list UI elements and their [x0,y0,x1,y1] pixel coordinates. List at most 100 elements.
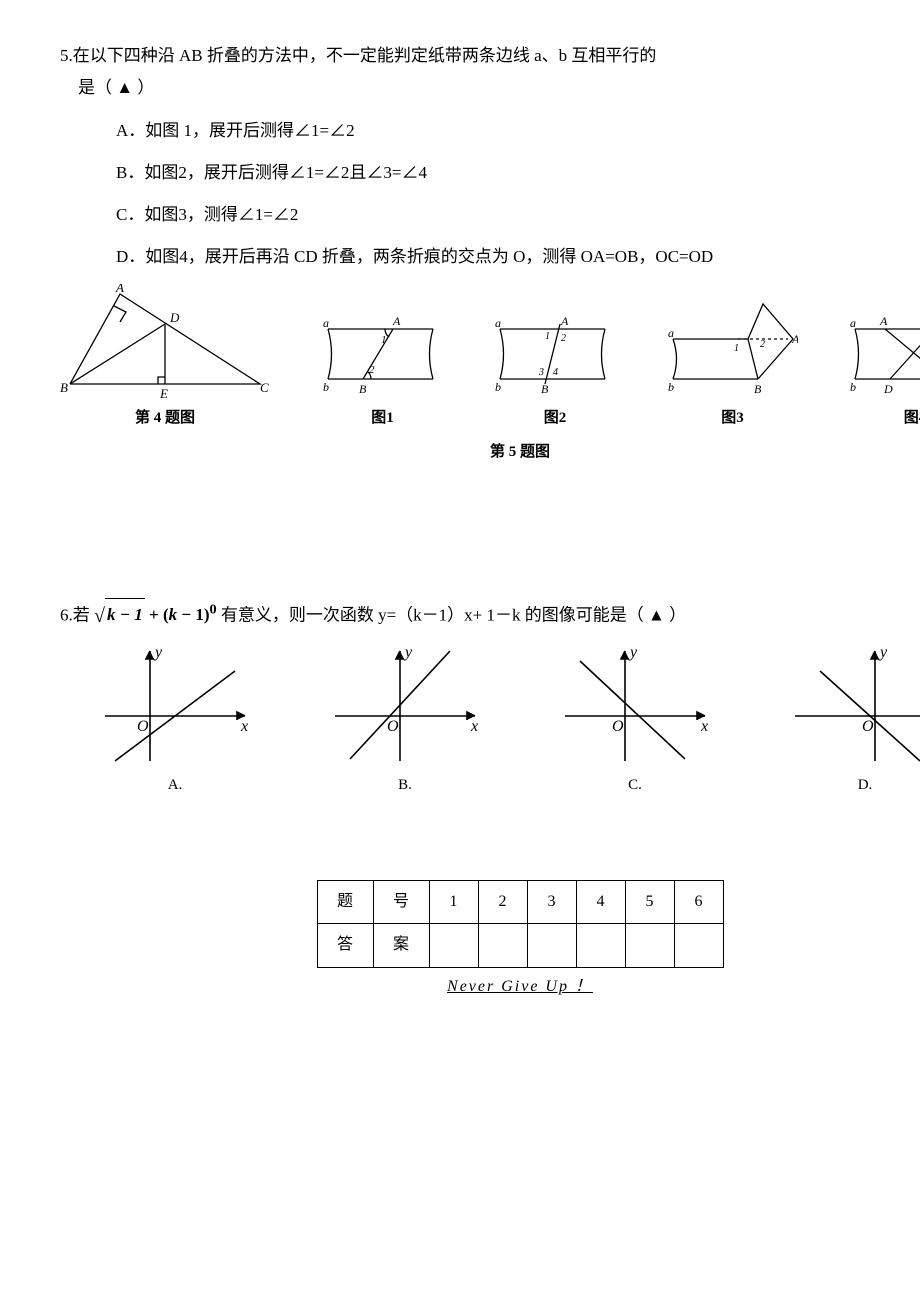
svg-text:D: D [883,382,893,396]
svg-text:A: A [115,284,124,295]
svg-text:1: 1 [734,343,739,354]
svg-text:O: O [387,718,399,735]
linear-graph-a-icon: y O x [95,641,255,771]
question-6: 6.若 √k − 1 + (k − 1)0 有意义，则一次函数 y=（k－1）x… [60,597,920,800]
q6-opt-c-label: C. [628,771,642,800]
svg-text:a: a [850,316,856,330]
svg-text:3: 3 [538,367,544,378]
head-label-1: 题 [317,880,373,923]
svg-text:C: C [260,380,269,395]
svg-text:b: b [668,380,674,394]
head-label-2: 号 [373,880,429,923]
ans-cell [674,924,723,967]
q6-opt-a-label: A. [168,771,183,800]
spacer [60,507,920,597]
svg-text:D: D [169,310,180,325]
ans-cell [429,924,478,967]
q5-figure-4: a b A C D B O 图4 [850,309,920,433]
svg-text:A: A [879,314,888,328]
q6-graph-d: y O x D. [785,641,920,800]
svg-text:1: 1 [381,334,387,346]
q6-graph-b: y O x B. [325,641,485,800]
q5-fig3-caption: 图3 [721,404,744,433]
svg-text:B: B [754,382,762,396]
svg-text:O: O [862,718,874,735]
col-3: 3 [527,880,576,923]
fold-figure-2-icon: a b A B 1 2 3 4 [495,309,615,404]
linear-graph-b-icon: y O x [325,641,485,771]
svg-text:x: x [240,718,248,735]
fold-figure-1-icon: a b A B 1 2 [323,309,443,404]
q5-option-b: B．如图2，展开后测得∠1=∠2且∠3=∠4 [60,157,920,189]
svg-text:2: 2 [561,333,566,344]
ans-label-1: 答 [317,924,373,967]
ans-cell [527,924,576,967]
q5-figures-caption: 第 5 题图 [60,438,920,467]
svg-text:x: x [700,718,708,735]
svg-text:B: B [541,382,549,396]
svg-text:4: 4 [553,367,558,378]
q4-figure: A B C D E 第 4 题图 [60,284,270,433]
q6-graph-c: y O x C. [555,641,715,800]
q6-opt-d-label: D. [858,771,873,800]
svg-text:2: 2 [760,339,765,350]
q5-stem-line1: 5.在以下四种沿 AB 折叠的方法中，不一定能判定纸带两条边线 a、b 互相平行… [60,40,920,72]
fold-figure-3-icon: a b A B 1 2 [668,299,798,404]
q5-figure-1: a b A B 1 2 图1 [323,309,443,433]
q5-figure-2: a b A B 1 2 3 4 图2 [495,309,615,433]
svg-text:B: B [359,382,367,396]
triangle-diagram-icon: A B C D E [60,284,270,404]
answer-table: 题 号 1 2 3 4 5 6 答 案 [317,880,724,968]
svg-text:1: 1 [545,331,550,342]
q6-graph-a: y O x A. [95,641,255,800]
q6-stem: 6.若 √k − 1 + (k − 1)0 有意义，则一次函数 y=（k－1）x… [60,597,920,636]
svg-text:y: y [153,644,163,661]
svg-text:A: A [791,332,798,346]
svg-text:y: y [878,644,888,661]
q6-graph-row: y O x A. y O x B. [60,641,920,800]
svg-text:E: E [159,386,168,401]
q6-formula: √k − 1 + (k − 1)0 [94,605,221,624]
q5-stem-line2: 是（ ▲ ） [60,72,920,104]
ans-label-2: 案 [373,924,429,967]
table-row: 题 号 1 2 3 4 5 6 [317,880,723,923]
q5-option-d: D．如图4，展开后再沿 CD 折叠，两条折痕的交点为 O，测得 OA=OB，OC… [60,241,920,273]
q6-opt-b-label: B. [398,771,412,800]
q5-option-c: C．如图3，测得∠1=∠2 [60,199,920,231]
svg-text:b: b [850,380,856,394]
svg-text:A: A [392,314,401,328]
ans-cell [576,924,625,967]
q4-figure-caption: 第 4 题图 [135,404,195,433]
linear-graph-c-icon: y O x [555,641,715,771]
q6-stem-prefix: 6.若 [60,605,90,624]
svg-text:b: b [495,380,501,394]
col-5: 5 [625,880,674,923]
svg-text:y: y [403,644,413,661]
col-2: 2 [478,880,527,923]
svg-text:a: a [323,316,329,330]
q6-stem-suffix: 有意义，则一次函数 y=（k－1）x+ 1－k 的图像可能是（ ▲ ） [221,605,686,624]
col-6: 6 [674,880,723,923]
svg-text:a: a [495,316,501,330]
question-5: 5.在以下四种沿 AB 折叠的方法中，不一定能判定纸带两条边线 a、b 互相平行… [60,40,920,467]
q5-figure-row: A B C D E 第 4 题图 a b [60,284,920,433]
table-row: 答 案 [317,924,723,967]
q5-fig4-caption: 图4 [904,404,920,433]
svg-text:O: O [137,718,149,735]
svg-text:A: A [560,314,569,328]
fold-figure-4-icon: a b A C D B O [850,309,920,404]
svg-text:O: O [612,718,624,735]
q5-option-a: A．如图 1，展开后测得∠1=∠2 [60,115,920,147]
svg-text:x: x [470,718,478,735]
q5-fig1-caption: 图1 [371,404,394,433]
linear-graph-d-icon: y O x [785,641,920,771]
q5-fig2-caption: 图2 [544,404,567,433]
svg-text:a: a [668,326,674,340]
col-1: 1 [429,880,478,923]
ans-cell [625,924,674,967]
col-4: 4 [576,880,625,923]
svg-text:b: b [323,380,329,394]
footer-motto: Never Give Up ！ [60,972,920,1002]
svg-text:2: 2 [369,364,375,376]
q5-figure-3: a b A B 1 2 图3 [668,299,798,433]
